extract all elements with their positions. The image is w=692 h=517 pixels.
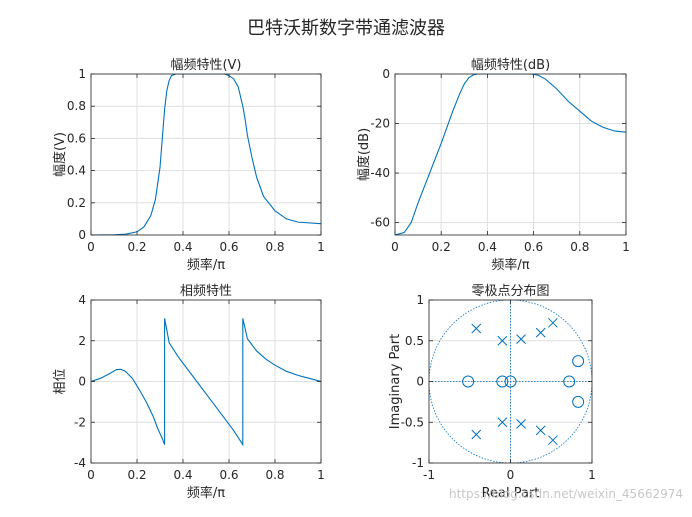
x-tick-label: 0.6 [219, 468, 238, 482]
y-tick-label: -0.5 [401, 415, 424, 429]
x-axis-label: 频率/π [491, 257, 529, 273]
watermark-text: https://blog.csdn.net/weixin_45662974 [449, 487, 683, 501]
x-tick-label: 0.6 [524, 240, 543, 254]
zero-marker [572, 355, 585, 368]
pole-marker [516, 419, 526, 429]
y-tick-label: 0.2 [67, 196, 86, 210]
subplot-title: 零极点分布图 [471, 284, 549, 299]
y-tick-label: 1 [416, 293, 424, 307]
y-tick-label: -20 [370, 117, 390, 131]
y-tick-label: -2 [74, 415, 86, 429]
subplot-pole-zero: -1 0 1 -1 -0.5 0 0.5 1 零极点分布图 Real Part Imaginary … [388, 284, 596, 501]
y-axis-label: 相位 [53, 368, 68, 394]
y-tick-label: 0 [78, 375, 86, 389]
y-axis-label: 幅度(dB) [356, 128, 372, 181]
y-axis-label: Imaginary Part [388, 334, 403, 429]
x-tick-label: 1 [622, 240, 630, 254]
y-tick-label: -60 [370, 216, 390, 230]
x-tick-label: 0.8 [570, 240, 589, 254]
pole-marker [471, 429, 482, 440]
series-group [429, 300, 592, 463]
x-tick-label: 0.2 [127, 240, 146, 254]
x-tick-label: 0.6 [219, 240, 238, 254]
zero-marker [504, 375, 517, 388]
axes-frame [90, 73, 322, 236]
x-tick-label: 0.4 [173, 240, 192, 254]
series-group [395, 74, 626, 235]
series-group [91, 74, 321, 235]
zero-marker [572, 395, 585, 408]
subplot-magnitude-db: 0 0.2 0.4 0.6 0.8 1 -60 -40 -20 0 幅频特性(dB) 频率/π 幅度(d… [356, 58, 630, 273]
pole-marker [535, 327, 546, 338]
y-tick-label: 1 [78, 67, 86, 81]
y-tick-label: 0.6 [67, 131, 86, 145]
x-tick-label: 1 [317, 240, 325, 254]
x-tick-label: 0.2 [432, 240, 451, 254]
zero-marker [563, 375, 576, 388]
subplot-title: 相频特性 [180, 284, 232, 299]
zero-marker [496, 375, 509, 388]
x-axis-label: 频率/π [187, 485, 225, 501]
x-tick-label: 0.4 [173, 468, 192, 482]
y-tick-label: 0.8 [67, 99, 86, 113]
subplot-title: 幅频特性(V) [170, 58, 241, 73]
pole-marker [497, 417, 508, 428]
x-tick-label: 0 [507, 468, 515, 482]
figure-title: 巴特沃斯数字带通滤波器 [247, 18, 445, 39]
y-tick-label: 2 [78, 334, 86, 348]
y-tick-label: -1 [412, 456, 424, 470]
x-tick-label: 0.4 [478, 240, 497, 254]
pole-marker [548, 435, 558, 446]
x-axis-label: 频率/π [187, 257, 225, 273]
x-tick-label: 0 [391, 240, 399, 254]
pole-marker [471, 323, 482, 334]
y-tick-label: 0.5 [405, 334, 424, 348]
x-tick-label: 0.8 [265, 240, 284, 254]
series-line [91, 74, 321, 235]
x-tick-label: 0 [87, 468, 95, 482]
x-axis-label: Real Part [482, 486, 540, 501]
y-tick-label: 0 [416, 375, 424, 389]
y-tick-label: 0.4 [67, 164, 86, 178]
x-tick-label: 0.8 [265, 468, 284, 482]
pole-marker [535, 425, 546, 436]
series-line [395, 74, 626, 235]
y-tick-label: 4 [78, 293, 86, 307]
x-tick-label: -1 [423, 468, 435, 482]
x-tick-label: 1 [317, 468, 325, 482]
axes-frame [394, 73, 627, 236]
y-tick-label: -40 [370, 166, 390, 180]
x-tick-label: 0.2 [127, 468, 146, 482]
pole-marker [516, 334, 526, 344]
x-tick-label: 0 [87, 240, 95, 254]
subplot-title: 幅频特性(dB) [471, 58, 550, 73]
series-group [91, 318, 321, 447]
series-line [91, 318, 321, 447]
y-axis-label: 幅度(V) [52, 132, 68, 177]
pole-marker [497, 335, 508, 346]
plot-area [91, 74, 321, 235]
y-tick-label: 0 [78, 228, 86, 242]
plot-area [395, 74, 626, 235]
y-tick-label: -4 [74, 456, 86, 470]
y-tick-label: 0 [382, 67, 390, 81]
pole-marker [548, 317, 558, 328]
subplot-magnitude-linear: 0 0.2 0.4 0.6 0.8 1 0 0.2 0.4 0.6 0.8 1 幅频特性(V) 频率/π 幅… [52, 58, 325, 273]
x-tick-label: 1 [588, 468, 596, 482]
zero-marker [462, 375, 475, 388]
